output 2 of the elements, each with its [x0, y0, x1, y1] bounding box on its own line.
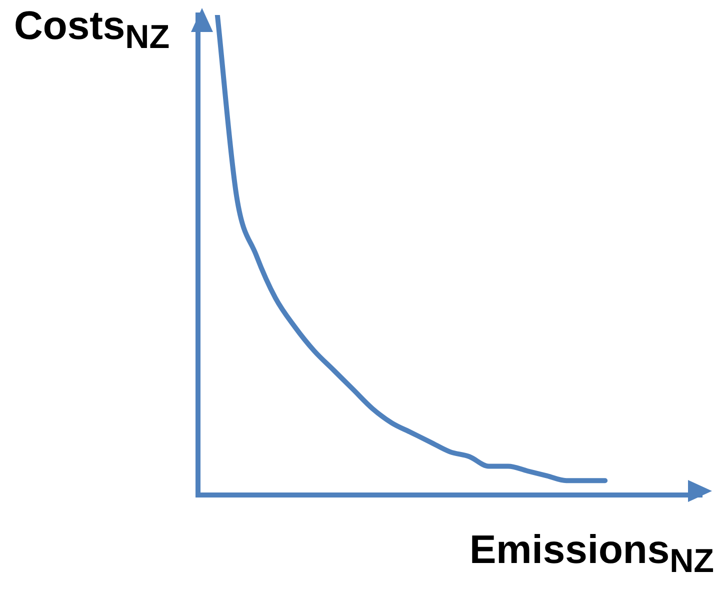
- y-axis-title: Costs$_{NZ}$: [14, 4, 170, 57]
- x-axis-title: Emissions$_{NZ}$: [469, 528, 714, 581]
